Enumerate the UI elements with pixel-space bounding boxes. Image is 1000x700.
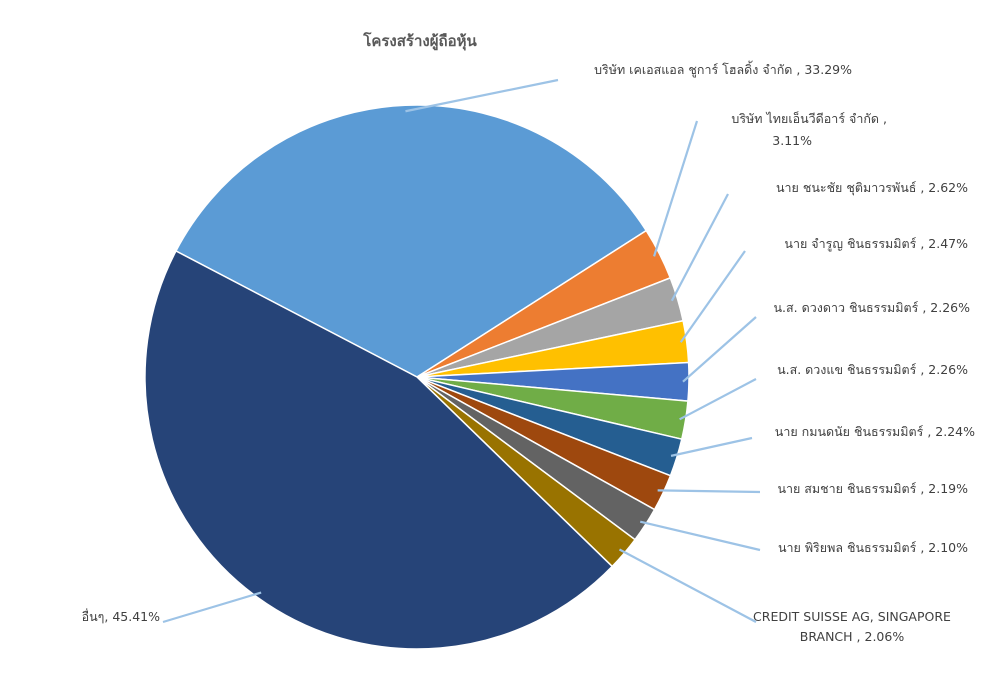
pie-slice xyxy=(144,249,614,650)
labels-layer: บริษัท เคเอสแอล ชูการ์ โฮลดิ้ง จำกัด , 3… xyxy=(82,60,976,644)
data-label: บริษัท ไทยเอ็นวีดีอาร์ จำกัด , 3.11% xyxy=(731,111,887,148)
data-label-line: อื่นๆ, 45.41% xyxy=(82,608,160,624)
leader-line xyxy=(653,120,699,257)
slices-layer xyxy=(144,104,690,650)
leaders-layer xyxy=(162,78,761,624)
chart-title: โครงสร้างผู้ถือหุ้น xyxy=(362,31,477,51)
data-label: น.ส. ดวงดาว ชินธรรมมิตร์ , 2.26% xyxy=(774,300,971,315)
leader-line xyxy=(670,436,753,457)
data-label-line: บริษัท เคเอสแอล ชูการ์ โฮลดิ้ง จำกัด , 3… xyxy=(594,60,852,78)
data-label-line: 3.11% xyxy=(772,133,812,148)
data-label: น.ส. ดวงแข ชินธรรมมิตร์ , 2.26% xyxy=(777,362,968,377)
data-label-line: นาย สมชาย ชินธรรมมิตร์ , 2.19% xyxy=(777,481,968,496)
data-label-line: นาย จำรูญ ชินธรรมมิตร์ , 2.47% xyxy=(784,236,968,252)
leader-line xyxy=(162,591,262,624)
data-label-line: น.ส. ดวงแข ชินธรรมมิตร์ , 2.26% xyxy=(777,362,968,377)
leader-line xyxy=(679,250,746,343)
data-label-line: น.ส. ดวงดาว ชินธรรมมิตร์ , 2.26% xyxy=(774,300,971,315)
data-label-line: นาย ชนะชัย ชุติมาวรพันธ์ , 2.62% xyxy=(776,180,968,196)
leader-line xyxy=(618,548,757,623)
data-label-line: CREDIT SUISSE AG, SINGAPORE xyxy=(753,609,951,624)
leader-line xyxy=(639,520,761,552)
data-label: นาย กมนดนัย ชินธรรมมิตร์ , 2.24% xyxy=(775,424,975,439)
data-label-line: นาย พิริยพล ชินธรรมมิตร์ , 2.10% xyxy=(778,540,968,555)
leader-line xyxy=(657,489,761,494)
leader-line xyxy=(682,316,757,383)
pie-slice xyxy=(174,104,648,378)
data-label-line: นาย กมนดนัย ชินธรรมมิตร์ , 2.24% xyxy=(775,424,975,439)
data-label: นาย จำรูญ ชินธรรมมิตร์ , 2.47% xyxy=(784,236,968,252)
data-label: อื่นๆ, 45.41% xyxy=(82,608,160,624)
data-label: นาย สมชาย ชินธรรมมิตร์ , 2.19% xyxy=(777,481,968,496)
leader-line xyxy=(670,193,729,302)
data-label: CREDIT SUISSE AG, SINGAPORE BRANCH , 2.06… xyxy=(753,609,951,644)
data-label-line: BRANCH , 2.06% xyxy=(800,629,905,644)
data-label: นาย ชนะชัย ชุติมาวรพันธ์ , 2.62% xyxy=(776,180,968,196)
leader-line xyxy=(405,78,559,113)
data-label-line: บริษัท ไทยเอ็นวีดีอาร์ จำกัด , xyxy=(731,111,887,126)
data-label: บริษัท เคเอสแอล ชูการ์ โฮลดิ้ง จำกัด , 3… xyxy=(594,60,852,78)
leader-line xyxy=(679,378,757,421)
data-label: นาย พิริยพล ชินธรรมมิตร์ , 2.10% xyxy=(778,540,968,555)
